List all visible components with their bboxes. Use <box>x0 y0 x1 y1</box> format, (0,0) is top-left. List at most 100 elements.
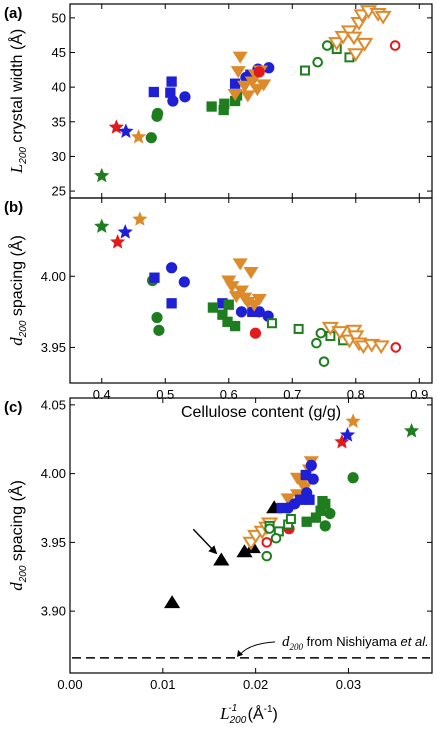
circle-marker <box>321 40 333 51</box>
star-marker <box>94 218 110 233</box>
series-9 <box>249 327 262 339</box>
series-13 <box>389 40 401 51</box>
circle-marker <box>318 356 330 367</box>
tri-down-marker <box>237 80 253 93</box>
star-marker <box>132 211 148 226</box>
tri-down-marker <box>328 37 346 51</box>
reference-annotation: d200 from Nishiyama et al. <box>282 634 429 652</box>
y-tick-label: 50 <box>52 10 66 25</box>
square-marker <box>301 516 312 527</box>
y-tick-label: 45 <box>52 45 66 60</box>
circle-marker <box>179 91 191 103</box>
star-marker <box>403 423 420 438</box>
series-3 <box>130 129 147 144</box>
series-8 <box>227 51 272 103</box>
y-tick-label: 4.05 <box>41 397 66 412</box>
circle-marker <box>153 324 165 336</box>
series-2 <box>118 123 134 138</box>
series-4 <box>145 107 164 144</box>
series-10 <box>261 537 273 548</box>
star-marker <box>345 413 361 428</box>
series-6 <box>319 472 359 532</box>
square-marker <box>166 298 177 309</box>
y-tick-label: 25 <box>52 184 66 199</box>
star-marker <box>94 167 110 183</box>
square-marker <box>285 514 296 524</box>
circle-marker <box>389 40 401 51</box>
tri-down-marker <box>334 30 352 45</box>
series-2 <box>117 224 133 239</box>
circle-marker <box>319 520 331 532</box>
square-marker <box>317 495 328 507</box>
annotation-arrowhead <box>237 649 243 657</box>
panel-label: (c) <box>4 399 22 416</box>
square-marker <box>276 502 287 514</box>
plot-frame <box>69 197 433 384</box>
tri-down-marker <box>372 340 390 355</box>
square-marker <box>207 302 219 313</box>
x-tick-label: 0.8 <box>347 387 365 402</box>
y-tick-label: 3.95 <box>41 535 66 550</box>
tri-down-marker <box>251 293 267 306</box>
square-marker <box>304 494 315 505</box>
x-tick-label: 0.7 <box>283 387 301 402</box>
tri-down-marker <box>331 326 349 340</box>
plot-frame <box>69 397 433 674</box>
series-11 <box>334 434 350 449</box>
star-marker <box>334 434 350 449</box>
tri-down-marker <box>256 79 272 92</box>
panel-b: (b) 3.95 4.00 0.4 0.5 0.6 0.7 0.8 0.9 d200 spacin… <box>4 197 433 421</box>
plot-frame <box>69 3 433 199</box>
tri-down-marker <box>230 66 246 79</box>
square-marker <box>300 469 311 481</box>
tri-down-marker <box>347 48 365 62</box>
x-tick-label: 0.4 <box>93 387 111 402</box>
circle-marker <box>261 537 273 548</box>
square-marker <box>166 76 177 87</box>
x-tick-label: 0.6 <box>220 387 238 402</box>
square-marker <box>206 101 217 112</box>
series-13 <box>345 413 361 428</box>
y-tick-label: 4.00 <box>41 269 66 284</box>
y-tick-label: 4.00 <box>41 466 66 481</box>
circle-marker <box>390 342 402 353</box>
tri-down-marker <box>280 493 296 506</box>
circle-marker <box>152 107 164 120</box>
square-marker <box>293 323 304 334</box>
square-marker <box>229 320 241 332</box>
circle-marker <box>311 337 322 349</box>
star-marker <box>110 234 126 249</box>
series-13 <box>390 342 402 353</box>
tri-down-marker <box>374 10 392 25</box>
circle-marker <box>315 327 327 339</box>
circle-marker <box>235 306 248 318</box>
square-marker <box>219 98 230 109</box>
tri-down-marker <box>232 258 248 271</box>
series-14 <box>403 423 420 438</box>
x-tick-label: 0.03 <box>336 677 361 692</box>
y-axis-title: d200 spacing (Å) <box>7 480 29 591</box>
tri-up-marker <box>213 552 230 566</box>
x-tick-label: 0.01 <box>150 677 175 692</box>
series-1 <box>110 234 126 249</box>
panel-c: (c) 3.90 3.95 4.00 4.05 0.00 0.01 0.02 0.03 d200 … <box>4 397 433 726</box>
y-axis-title: d200 spacing (Å) <box>7 235 29 346</box>
y-tick-label: 30 <box>52 149 66 164</box>
square-marker <box>223 299 234 310</box>
tri-down-marker <box>240 90 256 103</box>
panel-label: (b) <box>4 199 23 216</box>
series-4 <box>146 274 165 336</box>
y-tick-label: 3.95 <box>41 340 66 355</box>
square-marker <box>299 65 310 76</box>
square-marker <box>149 272 160 283</box>
series-3 <box>132 211 148 226</box>
circle-marker <box>253 306 265 318</box>
square-marker <box>266 318 277 329</box>
series-5 <box>301 495 331 527</box>
x-axis-title: L200-1 (Å-1) <box>219 703 278 726</box>
circle-marker <box>324 507 336 520</box>
series-0 <box>94 218 110 233</box>
square-marker <box>148 86 159 98</box>
circle-marker <box>264 523 275 534</box>
circle-marker <box>253 66 265 78</box>
